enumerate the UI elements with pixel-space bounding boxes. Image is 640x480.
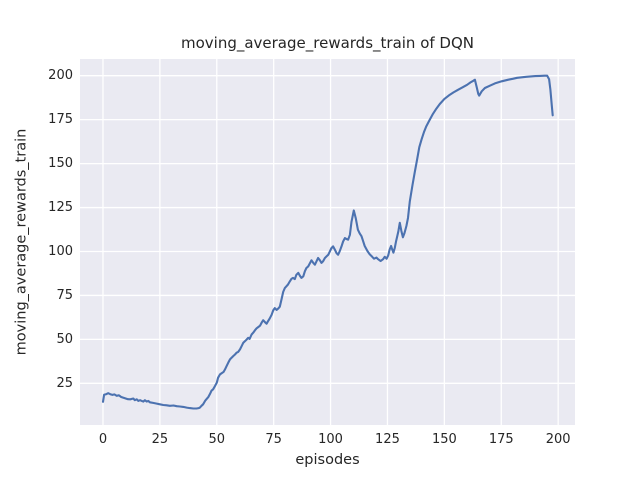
x-tick-label: 25	[151, 432, 169, 447]
y-tick-label: 175	[48, 112, 73, 128]
y-tick-label: 50	[56, 331, 73, 347]
x-tick-label: 150	[431, 432, 457, 447]
x-tick-label: 0	[98, 432, 108, 447]
line-chart-svg	[80, 59, 575, 425]
y-tick-label: 25	[56, 375, 73, 391]
chart-title: moving_average_rewards_train of DQN	[180, 34, 475, 52]
plot-area	[80, 59, 575, 425]
x-tick-label: 50	[208, 432, 226, 447]
y-tick-label: 200	[48, 68, 73, 84]
x-tick-label: 175	[488, 432, 514, 447]
y-tick-label: 125	[48, 200, 73, 216]
y-tick-label: 150	[48, 156, 73, 172]
y-tick-label: 100	[48, 243, 73, 259]
x-tick-label: 100	[318, 432, 343, 447]
x-tick-label: 200	[545, 432, 571, 447]
y-tick-labels: 25 50 75 100 125 150 175 200	[0, 0, 73, 480]
x-tick-labels: 0 25 50 75 100 125 150 175 200	[0, 430, 640, 448]
x-tick-label: 75	[265, 432, 282, 447]
x-tick-label: 125	[375, 432, 400, 447]
data-line	[101, 74, 554, 410]
x-axis-label: episodes	[295, 452, 360, 468]
y-axis-label-text: moving_average_rewards_train	[13, 128, 30, 356]
y-tick-label: 75	[56, 287, 73, 303]
